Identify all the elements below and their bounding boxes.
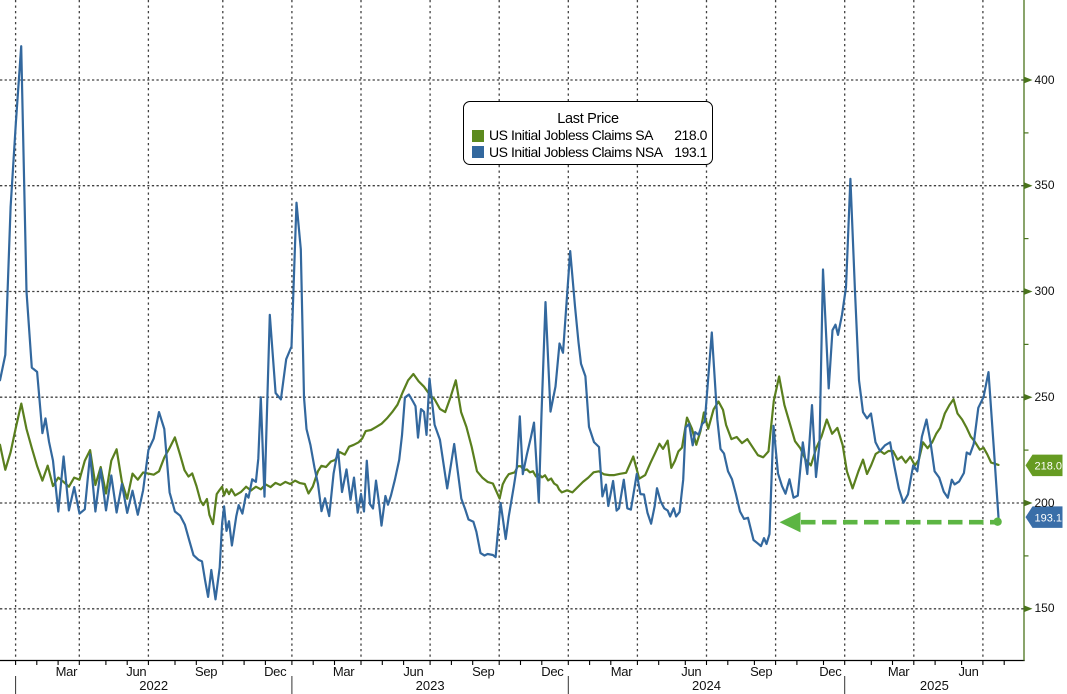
- svg-text:218.0: 218.0: [1035, 461, 1063, 473]
- svg-text:193.1: 193.1: [1035, 512, 1063, 524]
